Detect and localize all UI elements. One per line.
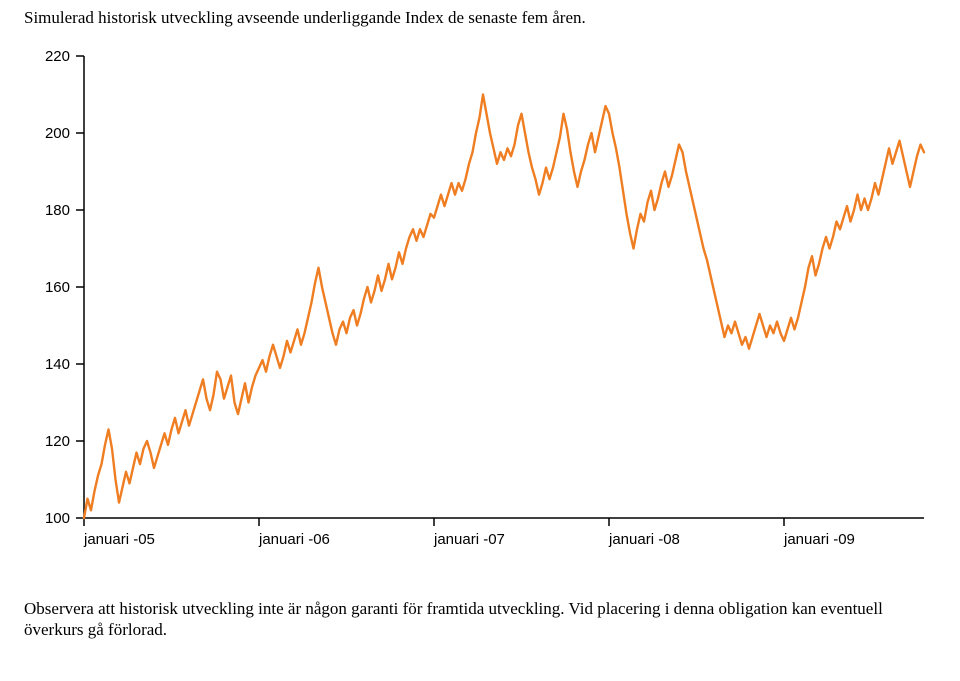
svg-text:140: 140 [45, 356, 70, 373]
svg-text:januari -09: januari -09 [783, 531, 855, 548]
index-history-chart: 100 120 140 160 180 200 220 januari -05 januari … [24, 38, 936, 578]
svg-text:januari -08: januari -08 [608, 531, 680, 548]
footer-disclaimer: Observera att historisk utveckling inte … [24, 598, 936, 641]
svg-text:januari -07: januari -07 [433, 531, 505, 548]
svg-text:160: 160 [45, 279, 70, 296]
svg-text:180: 180 [45, 202, 70, 219]
svg-text:januari -06: januari -06 [258, 531, 330, 548]
svg-text:100: 100 [45, 510, 70, 527]
svg-text:200: 200 [45, 125, 70, 142]
svg-text:januari -05: januari -05 [83, 531, 155, 548]
svg-text:120: 120 [45, 433, 70, 450]
page-title: Simulerad historisk utveckling avseende … [24, 8, 936, 28]
svg-text:220: 220 [45, 48, 70, 65]
